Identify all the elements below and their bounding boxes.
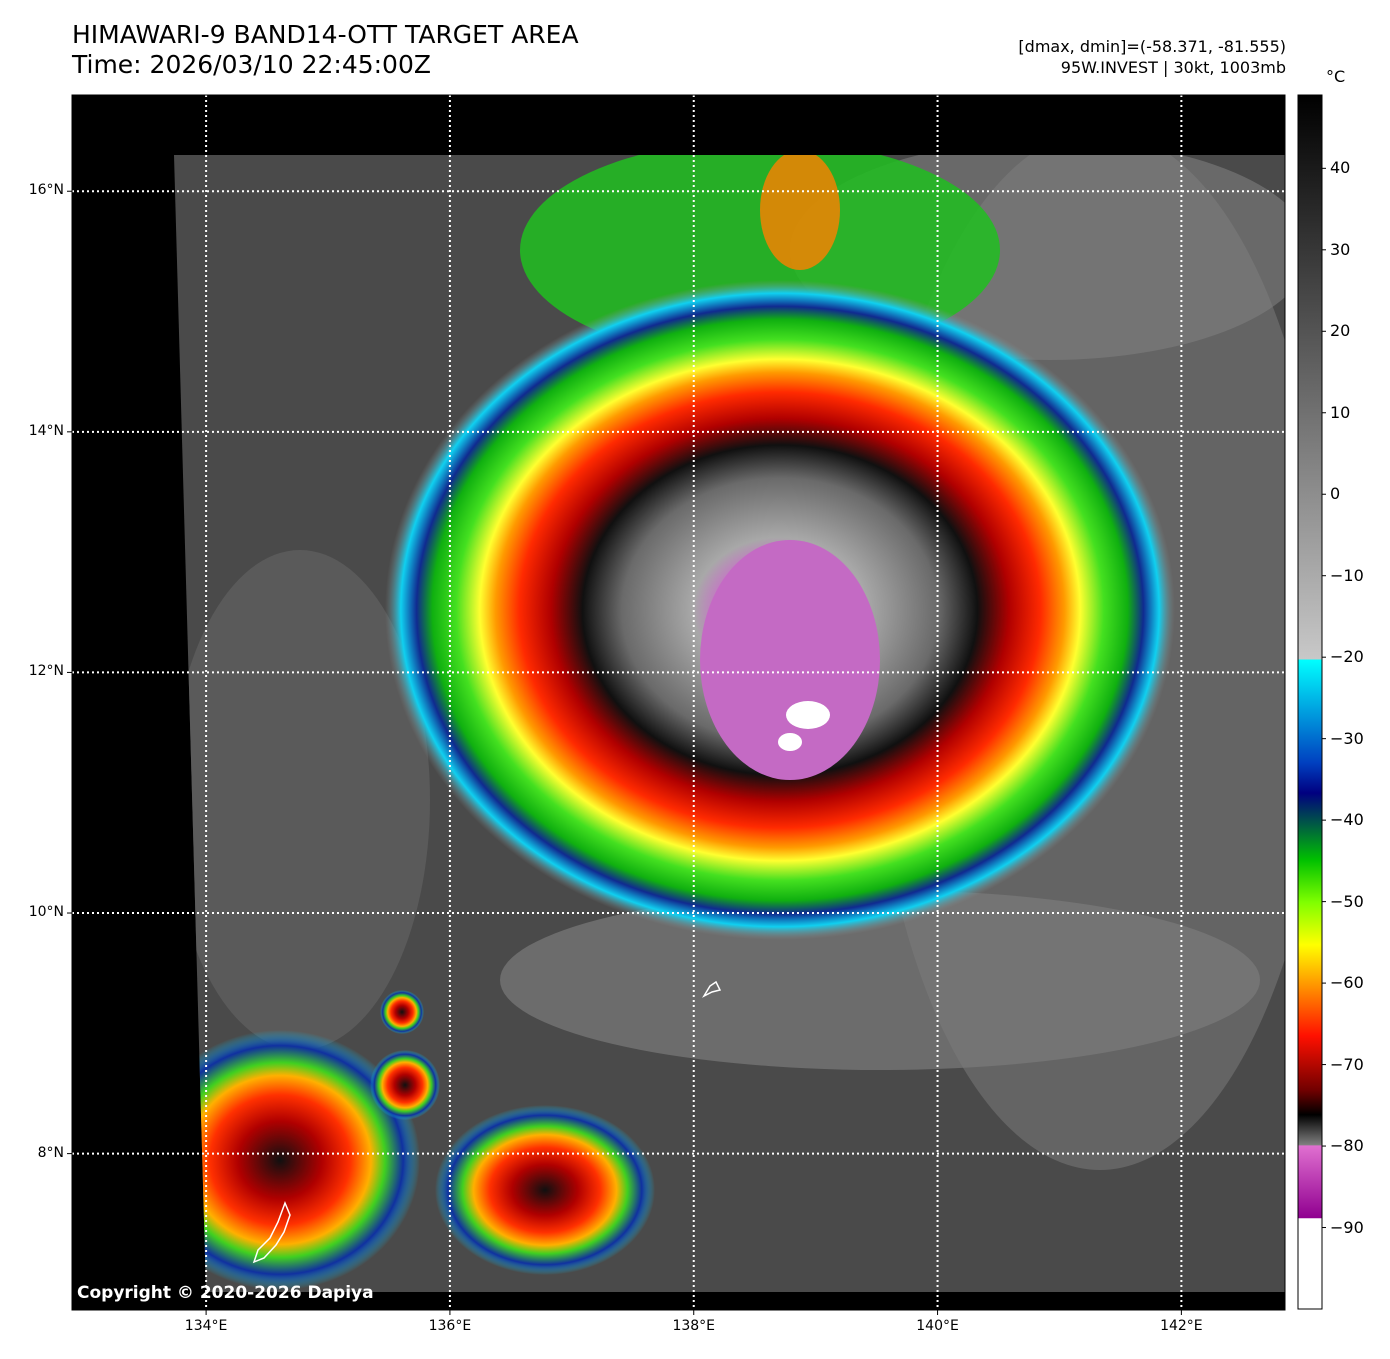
lat-tick-label: 16°N <box>28 182 64 199</box>
island-outline-palau <box>252 1200 291 1264</box>
title-line-2: Time: 2026/03/10 22:45:00Z <box>72 50 431 79</box>
storm-core <box>700 540 880 780</box>
colorbar-tick-label: 20 <box>1330 321 1351 341</box>
imagery-layer <box>174 155 1285 1292</box>
colorbar-ticks <box>1322 167 1326 1229</box>
colorbar-tick-label: −30 <box>1330 728 1364 748</box>
lon-tick-label: 142°E <box>1160 1318 1203 1334</box>
island-outline-yap <box>702 980 722 998</box>
lon-tick-label: 134°E <box>184 1318 228 1334</box>
colorbar-tick-label: −10 <box>1330 565 1364 585</box>
lat-tick-label: 10°N <box>28 904 64 921</box>
cloud-band-south <box>500 890 1260 1070</box>
convective-cell-sw <box>174 1030 420 1290</box>
convective-cell-s <box>435 1105 655 1275</box>
colorbar-tick-label: −40 <box>1330 810 1364 830</box>
copyright-text: Copyright © 2020-2026 Dapiya <box>77 1283 374 1303</box>
coldest-tops-2 <box>778 733 802 751</box>
lat-lon-grid <box>72 95 1285 1310</box>
colorbar-tick-label: 30 <box>1330 239 1351 259</box>
map-title: HIMAWARI-9 BAND14-OTT TARGET AREA Time: … <box>72 20 579 80</box>
colorbar-tick-label: 10 <box>1330 402 1351 422</box>
colorbar-tick-label: −50 <box>1330 891 1364 911</box>
cloud-band-west <box>174 550 430 1050</box>
convective-cell-small <box>370 1050 440 1120</box>
lat-tick-label: 12°N <box>28 663 64 680</box>
lon-tick-label: 138°E <box>672 1318 716 1334</box>
stats-line: [dmax, dmin]=(-58.371, -81.555) <box>1018 37 1286 56</box>
map-metadata: [dmax, dmin]=(-58.371, -81.555) 95W.INVE… <box>1018 36 1286 78</box>
lat-tick-label: 14°N <box>28 422 64 439</box>
colorbar-tick-label: −70 <box>1330 1054 1364 1074</box>
coldest-tops <box>786 701 830 729</box>
colorbar-tick-label: −60 <box>1330 973 1364 993</box>
colorbar-tick-label: −90 <box>1330 1217 1364 1237</box>
colorbar <box>1297 94 1323 1310</box>
lat-tick-label: 8°N <box>37 1144 64 1161</box>
colorbar-tick-label: −20 <box>1330 647 1364 667</box>
lon-tick-label: 136°E <box>428 1318 472 1334</box>
rainband-ne <box>760 155 840 270</box>
colorbar-tick-label: −80 <box>1330 1136 1364 1156</box>
storm-line: 95W.INVEST | 30kt, 1003mb <box>1060 58 1286 77</box>
axis-ticks <box>67 190 1182 1315</box>
colorbar-tick-label: 0 <box>1330 484 1341 504</box>
convective-cell-tiny <box>380 990 424 1034</box>
map-border <box>71 94 1286 1311</box>
colorbar-tick-label: 40 <box>1330 158 1351 178</box>
colorbar-unit: °C <box>1326 67 1346 86</box>
lon-tick-label: 140°E <box>916 1318 959 1334</box>
title-line-1: HIMAWARI-9 BAND14-OTT TARGET AREA <box>72 20 579 49</box>
